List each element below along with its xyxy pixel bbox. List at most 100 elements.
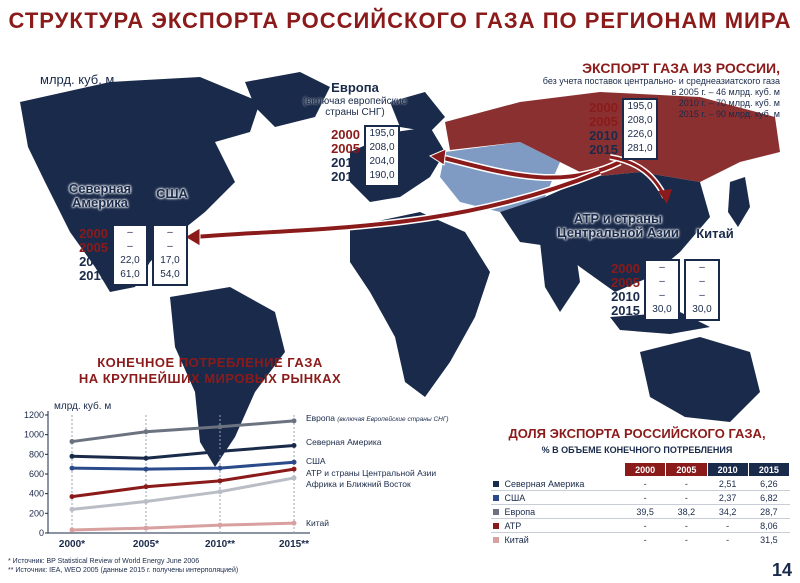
chart-point — [217, 522, 223, 528]
page-title: СТРУКТУРА ЭКСПОРТА РОССИЙСКОГО ГАЗА ПО Р… — [8, 8, 792, 33]
value-cell: – — [659, 276, 665, 287]
export-sub: в 2005 г. – 46 млрд. куб. м — [671, 87, 780, 97]
share-col-header: 2015 — [747, 462, 791, 477]
europe-subtitle: (включая европейские страны СНГ) — [302, 96, 408, 118]
chart-y-tick: 200 — [29, 508, 44, 518]
chart-series-line — [71, 460, 295, 471]
table-row: Северная Америка - - 2,51 6,26 — [490, 476, 790, 491]
share-cell: 2,37 — [707, 490, 749, 505]
share-cell: - — [624, 532, 666, 547]
chart-series-line — [71, 476, 295, 511]
chart-y-tick: 1000 — [24, 430, 44, 440]
map-australia — [640, 337, 760, 422]
year-label: 2010 — [79, 254, 108, 269]
value-cell: 17,0 — [160, 255, 180, 266]
map-unit-label: млрд. куб. м — [40, 72, 115, 87]
chart-y-tick: 800 — [29, 449, 44, 459]
value-cell: – — [127, 227, 133, 238]
year-label: 2000 — [331, 127, 360, 142]
year-label: 2000 — [79, 226, 108, 241]
share-cell: - — [624, 476, 666, 491]
chart-point — [69, 465, 75, 471]
share-row-name: США — [500, 490, 625, 505]
chart-point — [217, 489, 223, 495]
chart-point — [143, 484, 149, 490]
year-label: 2005 — [331, 141, 360, 156]
chart-point — [291, 459, 297, 465]
chart-series-label: Северная Америка — [306, 437, 382, 447]
source-line: * Источник: BP Statistical Review of Wor… — [8, 558, 200, 565]
chart-point — [217, 424, 223, 430]
value-cell: – — [127, 241, 133, 252]
share-cell: 31,5 — [748, 532, 790, 547]
share-row-name: Северная Америка — [500, 476, 625, 491]
chart-y-label: млрд. куб. м — [54, 400, 111, 412]
share-cell: 6,26 — [748, 476, 790, 491]
share-cell: - — [665, 490, 707, 505]
export-sub: без учета поставок центрально- и среднеа… — [542, 76, 780, 86]
value-cell: 30,0 — [652, 304, 672, 315]
export-values-box: 195,0 208,0 226,0 281,0 — [622, 98, 658, 160]
chart-point — [291, 466, 297, 472]
share-subtitle: % В ОБЪЕМЕ КОНЕЧНОГО ПОТРЕБЛЕНИЯ — [541, 445, 733, 455]
apac-values-box: – – – 30,0 — [644, 259, 680, 321]
chart-y-tick: 400 — [29, 489, 44, 499]
legend-swatch — [492, 494, 499, 501]
chart-series-label: США — [306, 456, 326, 466]
north-america-values-box: – – 22,0 61,0 — [112, 224, 148, 286]
sources: * Источник: BP Statistical Review of Wor… — [8, 557, 238, 575]
chart-series-line — [71, 419, 295, 444]
europe-title: Европа — [331, 80, 379, 95]
share-row-name: Китай — [500, 532, 625, 547]
export-heading: ЭКСПОРТ ГАЗА ИЗ РОССИИ, — [582, 60, 780, 76]
consumption-title-line: НА КРУПНЕЙШИХ МИРОВЫХ РЫНКАХ — [78, 371, 342, 386]
share-table: 2000 2005 2010 2015 Северная Америка - -… — [490, 462, 791, 547]
map-russia — [445, 92, 780, 182]
chart-series-label: Европа — [306, 413, 335, 423]
value-cell: 208,0 — [627, 115, 653, 126]
export-info: ЭКСПОРТ ГАЗА ИЗ РОССИИ, без учета постав… — [540, 60, 780, 120]
share-row-name: Европа — [500, 504, 625, 519]
export-arrow-america-inner — [194, 170, 601, 239]
chart-y-tick: 1200 — [24, 410, 44, 420]
year-label: 2015 — [331, 169, 360, 184]
value-cell: 208,0 — [369, 142, 395, 153]
chart-point — [143, 455, 149, 461]
arrow-head-america — [184, 227, 201, 247]
chart-x-tick: 2000* — [59, 539, 85, 550]
table-row: США - - 2,37 6,82 — [490, 490, 790, 505]
value-cell: 61,0 — [120, 269, 140, 280]
map-greenland — [245, 72, 330, 127]
share-cell: 28,7 — [748, 504, 790, 519]
share-header-row: 2000 2005 2010 2015 — [490, 462, 791, 477]
na-years: 2000 2005 2010 2015 — [66, 227, 108, 283]
usa-values-box: – – 17,0 54,0 — [152, 224, 188, 286]
chart-y-tick: 0 — [39, 528, 44, 538]
value-cell: 204,0 — [369, 156, 395, 167]
share-cell: - — [665, 518, 707, 533]
table-row: АТР - - - 8,06 — [490, 518, 790, 533]
year-label: 2010 — [589, 128, 618, 143]
chart-x-tick: 2015** — [279, 539, 309, 550]
value-cell: 195,0 — [369, 128, 395, 139]
value-cell: – — [167, 227, 173, 238]
value-cell: – — [699, 276, 705, 287]
share-col-header: 2005 — [665, 462, 708, 477]
chart-point — [143, 525, 149, 531]
chart-point — [143, 429, 149, 435]
value-cell: – — [699, 262, 705, 273]
chart-y-tick: 600 — [29, 469, 44, 479]
year-label: 2005 — [79, 240, 108, 255]
china-values-box: – – – 30,0 — [684, 259, 720, 321]
chart-point — [69, 506, 75, 512]
share-cell: 38,2 — [665, 504, 707, 519]
value-cell: 281,0 — [627, 143, 653, 154]
chart-x-tick: 2005* — [133, 539, 159, 550]
share-cell: 39,5 — [624, 504, 666, 519]
share-col-header: 2010 — [706, 462, 749, 477]
chart-series-line — [71, 521, 295, 532]
chart-x-tick: 2010** — [205, 539, 235, 550]
year-label: 2015 — [79, 268, 108, 283]
year-label: 2015 — [611, 303, 640, 318]
export-years: 2000 2005 2010 2015 — [578, 101, 618, 157]
